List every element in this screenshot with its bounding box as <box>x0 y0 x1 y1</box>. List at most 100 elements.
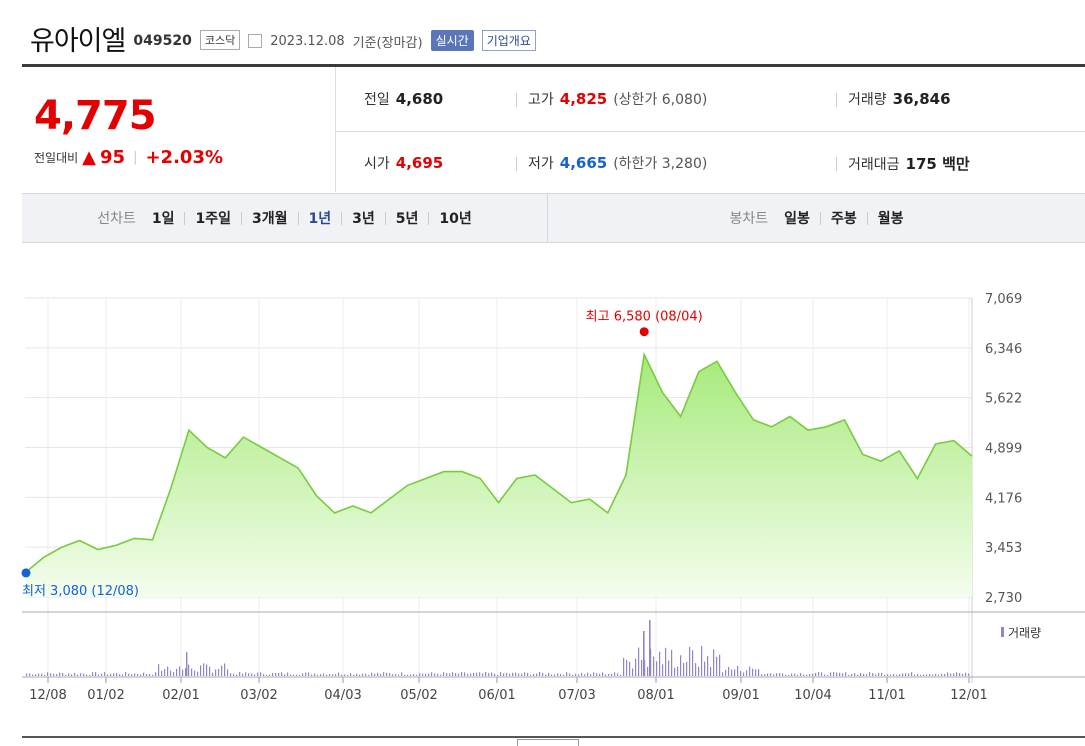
volume-bar <box>110 674 111 676</box>
x-tick-label: 05/02 <box>400 688 437 703</box>
volume-bar <box>677 667 678 676</box>
volume-bar <box>566 672 567 676</box>
volume-bar <box>518 673 519 676</box>
volume-bar <box>260 672 261 676</box>
volume-bar <box>773 674 774 676</box>
volume-bar <box>284 674 285 676</box>
x-tick-label: 12/08 <box>29 688 66 703</box>
volume-bar <box>461 672 462 676</box>
volume-bar <box>545 675 546 676</box>
volume-bar <box>665 648 666 676</box>
volume-bar <box>314 674 315 676</box>
volume-bar <box>80 673 81 676</box>
volume-bar <box>365 674 366 676</box>
volume-bar <box>227 669 228 676</box>
volume-bar <box>902 674 903 676</box>
volume-bar <box>551 674 552 676</box>
volume-bar <box>353 675 354 676</box>
volume-bar <box>563 675 564 676</box>
volume-bar <box>860 673 861 676</box>
volume-bar <box>524 672 525 676</box>
volume-bar <box>953 673 954 676</box>
volume-bar <box>914 675 915 676</box>
volume-bar <box>491 673 492 676</box>
volume-bar <box>746 670 747 676</box>
volume-bar <box>944 674 945 676</box>
volume-bar <box>332 674 333 676</box>
volume-bar <box>83 674 84 676</box>
volume-bar <box>803 675 804 676</box>
volume-bar <box>806 675 807 676</box>
volume-bar <box>173 672 174 676</box>
volume-bar <box>620 675 621 676</box>
divider <box>22 736 1085 738</box>
volume-bar <box>380 674 381 676</box>
volume-bar <box>494 674 495 676</box>
volume-bar <box>671 650 672 676</box>
volume-bar <box>917 674 918 676</box>
volume-bar <box>596 673 597 676</box>
volume-bar <box>926 675 927 676</box>
volume-bar <box>782 674 783 676</box>
volume-bar <box>704 662 705 676</box>
volume-bar <box>866 674 867 676</box>
volume-bar <box>50 673 51 676</box>
volume-bar <box>896 675 897 676</box>
low-marker <box>22 568 31 577</box>
volume-bar <box>86 674 87 676</box>
x-tick-label: 02/01 <box>162 688 199 703</box>
volume-bar <box>458 674 459 676</box>
volume-bar <box>692 650 693 676</box>
volume-bar <box>818 672 819 676</box>
volume-bar <box>29 673 30 676</box>
volume-bar <box>383 672 384 676</box>
volume-bar <box>281 672 282 676</box>
volume-bar <box>386 673 387 676</box>
volume-bar <box>464 672 465 676</box>
volume-bar <box>143 673 144 676</box>
volume-bar <box>872 673 873 676</box>
volume-bar <box>326 675 327 676</box>
volume-bar <box>899 674 900 676</box>
volume-bar <box>653 657 654 676</box>
volume-bar <box>230 673 231 676</box>
volume-bar <box>245 672 246 676</box>
volume-bar <box>785 675 786 676</box>
x-tick-label: 09/01 <box>722 688 759 703</box>
volume-bar <box>932 675 933 676</box>
volume-bar <box>434 673 435 676</box>
volume-bar <box>905 673 906 676</box>
volume-bar <box>389 673 390 676</box>
volume-bar <box>890 675 891 676</box>
volume-bar <box>362 674 363 676</box>
volume-bar <box>338 673 339 676</box>
volume-bar <box>71 674 72 676</box>
x-tick-label: 04/03 <box>324 688 361 703</box>
volume-bar <box>767 673 768 676</box>
volume-bar <box>833 672 834 676</box>
volume-bar <box>167 666 168 676</box>
volume-bar <box>92 672 93 676</box>
volume-bar <box>935 674 936 676</box>
volume-bar <box>539 672 540 676</box>
volume-bar <box>794 674 795 676</box>
volume-bar <box>848 675 849 676</box>
volume-bar <box>863 674 864 676</box>
volume-bar <box>137 674 138 676</box>
volume-bar <box>272 673 273 676</box>
volume-bar <box>506 673 507 676</box>
volume-bar <box>680 655 681 676</box>
volume-bar <box>635 659 636 676</box>
volume-bar <box>263 674 264 676</box>
volume-bar <box>182 670 183 676</box>
volume-bar <box>827 675 828 676</box>
volume-bar <box>233 674 234 676</box>
volume-bar <box>713 649 714 676</box>
volume-bar <box>431 672 432 676</box>
volume-bar <box>410 674 411 676</box>
volume-bar <box>308 672 309 676</box>
volume-bar <box>377 673 378 676</box>
volume-bar <box>845 672 846 676</box>
volume-bar <box>836 672 837 676</box>
volume-bar <box>242 674 243 676</box>
